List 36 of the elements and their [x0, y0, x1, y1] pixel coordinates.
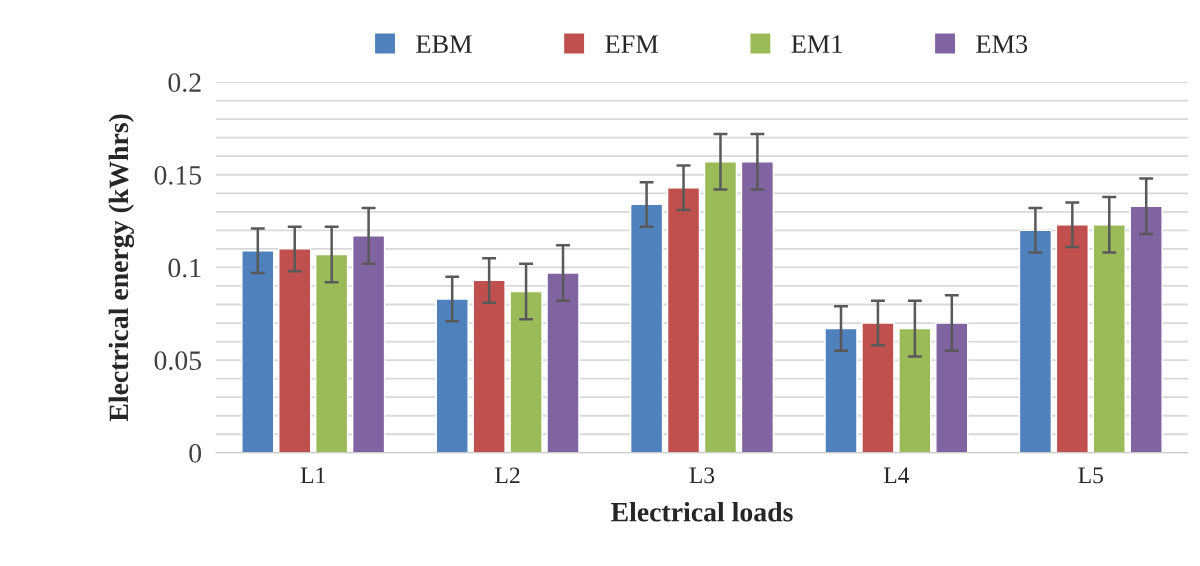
bar: [435, 298, 469, 453]
bar: [740, 161, 775, 453]
y-tick-label: 0.15: [154, 165, 202, 185]
bar: [824, 327, 858, 453]
x-tick-label: L4: [883, 467, 910, 484]
bar: [509, 290, 543, 453]
y-tick-label: 0.1: [168, 258, 201, 278]
bar: [1092, 224, 1126, 453]
bar: [861, 322, 895, 453]
bar: [703, 161, 738, 453]
y-tick-label: 0: [189, 443, 202, 463]
bar: [629, 203, 664, 453]
bar: [898, 327, 932, 453]
y-tick-label: 0.2: [168, 73, 201, 93]
legend-label: EM1: [791, 35, 842, 53]
bar: [315, 253, 349, 453]
bar: [1055, 224, 1089, 453]
legend-label: EBM: [416, 35, 472, 53]
x-tick-label: L2: [495, 467, 520, 484]
bar: [1018, 229, 1053, 453]
bar: [1129, 205, 1163, 453]
bar: [666, 187, 701, 453]
bar: [278, 248, 312, 453]
x-tick-label: L5: [1078, 467, 1103, 484]
bar: [351, 235, 386, 453]
legend-label: EM3: [976, 35, 1028, 53]
bar: [472, 279, 506, 453]
y-tick-label: 0.05: [154, 351, 202, 371]
bar: [546, 272, 580, 453]
x-tick-label: L1: [300, 467, 325, 484]
bar: [241, 250, 275, 453]
y-axis-title: Electrical energy (kWhrs): [108, 114, 135, 422]
x-axis-title: Electrical loads: [611, 501, 793, 522]
x-tick-label: L3: [689, 467, 715, 484]
legend-label: EFM: [605, 35, 658, 53]
bar: [935, 322, 969, 453]
